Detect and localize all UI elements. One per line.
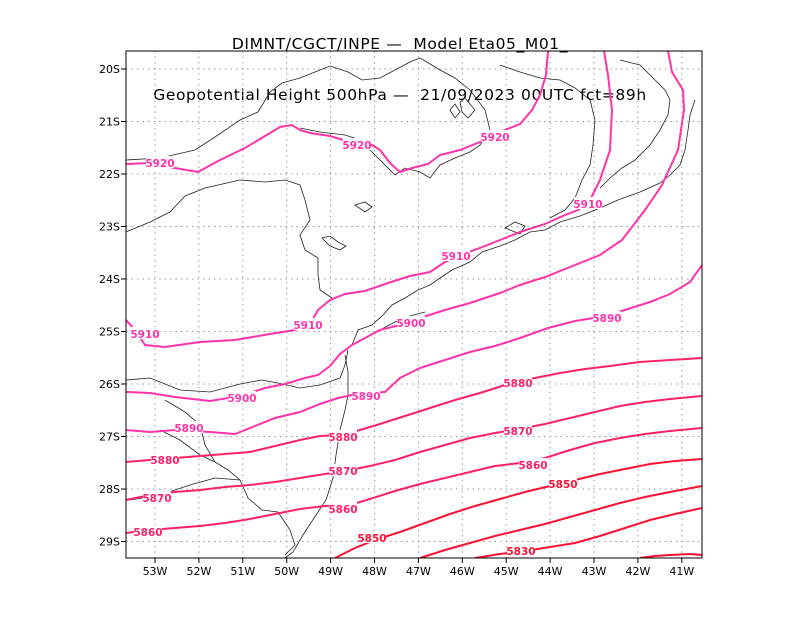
lat-label: 26S [99,378,120,391]
lat-label: 24S [99,273,120,286]
lon-label: 41W [669,565,694,578]
contour-line-5860 [126,427,702,534]
graticule-grid [126,51,702,558]
contour-label: 5880 [328,432,357,444]
map-frame [125,50,703,559]
contour-label: 5880 [503,378,532,390]
contour-label: 5910 [441,251,470,263]
contour-labels: 5920 5920 5920 5910 5910 5910 5910 5900 5900 5890… [130,130,622,558]
contour-label-bg [329,430,357,442]
contour-line-5850 [334,458,702,558]
contour-line-5920 [126,51,549,174]
contour-label: 5900 [396,318,425,330]
contour-label: 5870 [142,493,171,505]
contour-label-bg [504,376,532,388]
contour-label: 5860 [133,527,162,539]
contour-label: 5890 [351,391,380,403]
title-line-1: DIMNT/CGCT/INPE — Model Eta05_M01_ [231,35,569,53]
contour-label-bg [134,525,162,537]
contour-label: 5860 [518,460,547,472]
map-title: DIMNT/CGCT/INPE — Model Eta05_M01_ Geopo… [0,2,800,121]
contour-label-bg [131,327,159,339]
contour-line-5890 [126,264,702,436]
contour-label-bg [593,311,621,323]
geopotential-contours [126,51,702,558]
contour-label-bg [294,318,322,330]
contour-label-bg [143,491,171,503]
contour-label: 5900 [227,393,256,405]
lon-label: 50W [274,565,299,578]
contour-label-bg [397,316,425,328]
lat-label: 23S [99,221,120,234]
contour-label: 5920 [145,158,174,170]
contour-label-bg [151,453,179,465]
lat-label: 22S [99,168,120,181]
contour-line-5910 [126,51,614,349]
coastline-and-borders [126,57,696,558]
contour-label: 5850 [548,479,577,491]
contour-label-bg [504,424,532,436]
lon-label: 49W [318,565,343,578]
lat-label: 21S [99,116,120,129]
axis-ticks: 53W 52W 51W 50W 49W 48W 47W 46W 45W 44W 43W 42W 41W 2… [99,63,694,578]
lat-label: 27S [99,431,120,444]
lat-label: 25S [99,326,120,339]
contour-label: 5890 [174,423,203,435]
contour-label: 5910 [130,329,159,341]
contour-label: 5880 [150,455,179,467]
contour-line-5820 [639,552,702,558]
contour-label: 5870 [328,466,357,478]
contour-line-5840 [419,485,702,558]
lon-label: 51W [230,565,255,578]
contour-label-bg [442,249,470,261]
contour-label-bg [358,531,386,543]
lon-label: 53W [143,565,168,578]
contour-label-bg [343,138,371,150]
lat-label: 29S [99,536,120,549]
contour-label: 5870 [503,426,532,438]
contour-label: 5890 [592,313,621,325]
contour-label-bg [175,421,203,433]
contour-label: 5860 [328,504,357,516]
contour-label-bg [481,130,509,142]
contour-label: 5830 [506,546,535,558]
lon-label: 47W [406,565,431,578]
contour-label-bg [549,477,577,489]
contour-label-bg [329,464,357,476]
contour-label-bg [507,544,535,556]
lon-label: 45W [494,565,519,578]
contour-label: 5850 [357,533,386,545]
contour-label-bg [574,197,602,209]
lon-label: 42W [625,565,650,578]
contour-label: 5920 [342,140,371,152]
lon-label: 52W [186,565,211,578]
contour-label-bg [352,389,380,401]
lon-label: 46W [450,565,475,578]
lat-label: 20S [99,63,120,76]
lon-label: 48W [362,565,387,578]
contour-label-bg [519,458,547,470]
contour-label-bg [146,156,174,168]
lon-label: 43W [582,565,607,578]
contour-label-bg [329,502,357,514]
contour-label: 5910 [293,320,322,332]
contour-line-5880 [126,357,702,463]
lat-label: 28S [99,483,120,496]
title-line-2: Geopotential Height 500hPa — 21/09/2023 … [153,86,647,104]
lon-label: 44W [538,565,563,578]
contour-label: 5910 [573,199,602,211]
contour-label: 5920 [480,132,509,144]
contour-label-bg [228,391,256,403]
contour-line-5870 [126,395,702,501]
